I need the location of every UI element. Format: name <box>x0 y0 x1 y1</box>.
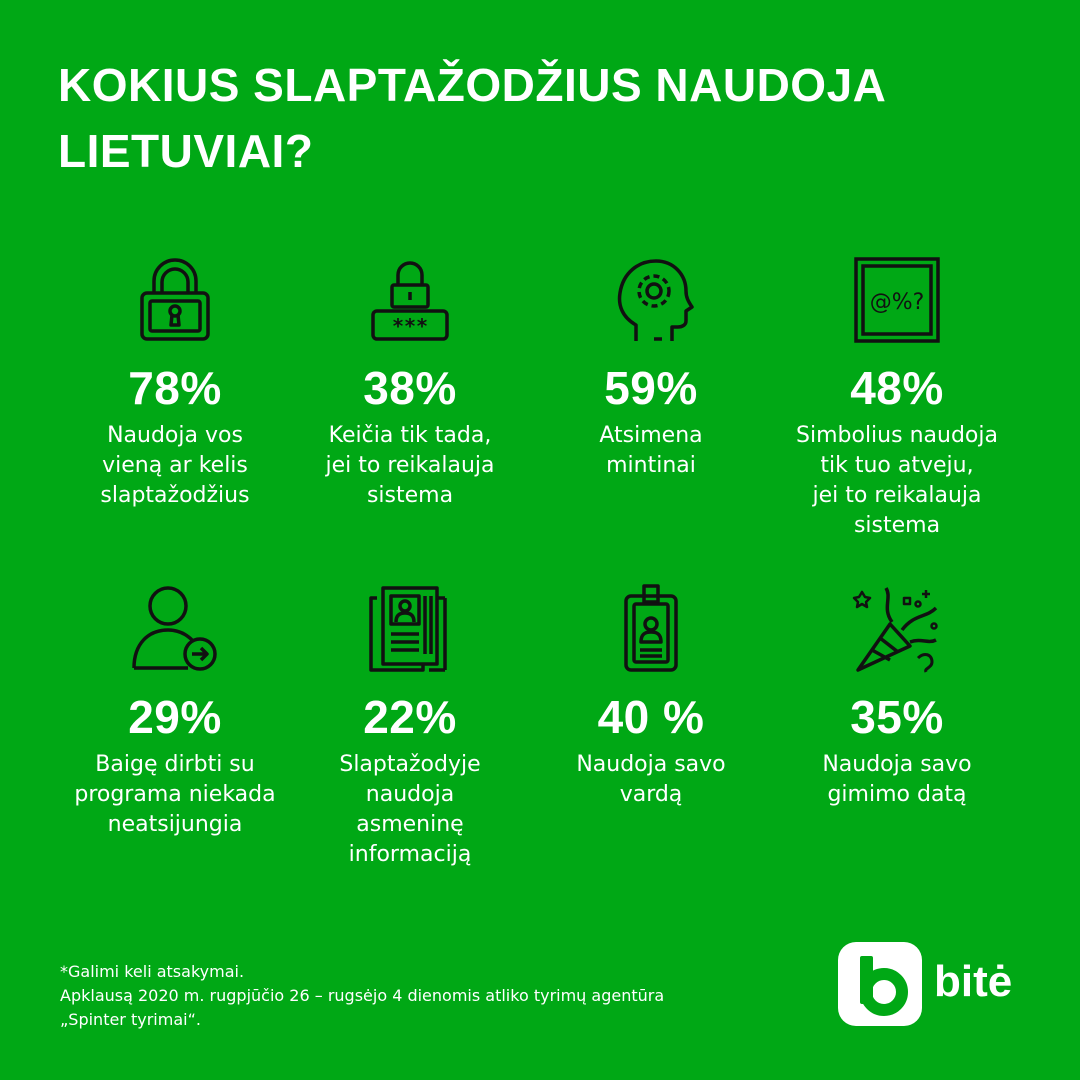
stat-card: 29% Baigę dirbti su programa niekada nea… <box>55 584 295 840</box>
stat-value: 78% <box>128 362 222 414</box>
stat-description: Simbolius naudoja tik tuo atveju, jei to… <box>796 423 998 538</box>
stat-description: Slaptažodyje naudoja asmeninę informacij… <box>339 752 481 867</box>
stat-card: 78% Naudoja vos vieną ar kelis slaptažod… <box>55 255 295 511</box>
symbols-text: @%? <box>870 290 925 315</box>
stat-card: 59% Atsimena mintinai <box>531 255 771 481</box>
stat-description: Naudoja savo vardą <box>576 752 726 807</box>
stat-value: 48% <box>850 362 944 414</box>
stat-value: 35% <box>850 691 944 743</box>
stat-description: Naudoja savo gimimo datą <box>822 752 972 807</box>
logo-wordmark: bitė <box>934 957 1013 1006</box>
password-stars: *** <box>392 314 428 338</box>
stat-description: Naudoja vos vieną ar kelis slaptažodžius <box>100 423 250 508</box>
logo-mark-icon <box>838 942 922 1026</box>
stat-card: 35% Naudoja savo gimimo datą <box>777 584 1017 810</box>
symbols-box-icon: @%? <box>852 255 942 345</box>
stat-value: 29% <box>128 691 222 743</box>
password-lock-icon: *** <box>365 255 455 345</box>
stat-value: 40 % <box>597 691 705 743</box>
stat-description: Keičia tik tada, jei to reikalauja siste… <box>325 423 495 508</box>
stat-value: 38% <box>363 362 457 414</box>
footnote: *Galimi keli atsakymai. Apklausą 2020 m.… <box>60 962 665 1029</box>
user-logout-icon <box>130 584 220 674</box>
page-title: KOKIUS SLAPTAŽODŽIUS NAUDOJA LIETUVIAI? <box>58 59 887 177</box>
id-documents-icon <box>365 584 455 674</box>
stat-card: 40 % Naudoja savo vardą <box>531 584 771 810</box>
stat-description: Baigę dirbti su programa niekada neatsij… <box>74 752 276 837</box>
stat-card: *** 38% Keičia tik tada, jei to reikalau… <box>290 255 530 511</box>
stat-description: Atsimena mintinai <box>599 423 703 478</box>
stat-value: 59% <box>604 362 698 414</box>
stat-card: 22% Slaptažodyje naudoja asmeninę inform… <box>290 584 530 870</box>
badge-icon <box>606 584 696 674</box>
party-popper-icon <box>852 584 942 674</box>
bite-logo: bitė <box>838 942 1028 1026</box>
padlock-icon <box>130 255 220 345</box>
stat-card: @%? 48% Simbolius naudoja tik tuo atveju… <box>777 255 1017 541</box>
stat-value: 22% <box>363 691 457 743</box>
head-gear-icon <box>606 255 696 345</box>
